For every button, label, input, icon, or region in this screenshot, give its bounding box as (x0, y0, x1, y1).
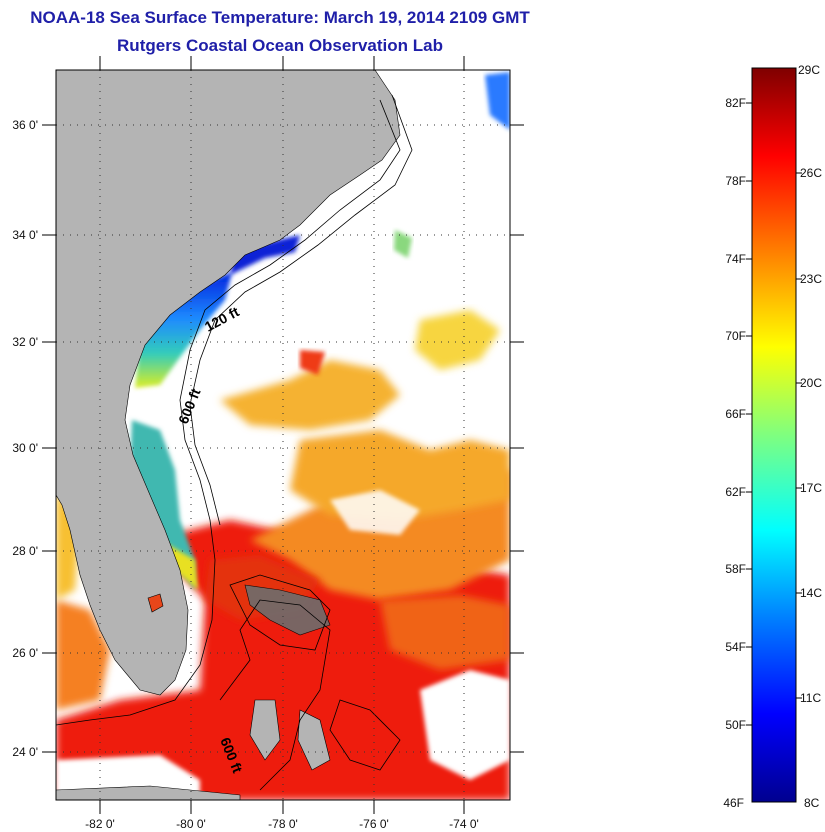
colorbar-c-label-17: 17C (800, 481, 822, 495)
lat-label-26: 26 0' (12, 646, 38, 660)
us-mainland-land (56, 70, 401, 696)
map-plot-area: 120 ft 600 ft 600 ft (56, 70, 510, 800)
map-title: NOAA-18 Sea Surface Temperature: March 1… (30, 8, 530, 27)
lake-okeechobee (147, 593, 164, 613)
colorbar-c-label-29: 29C (798, 63, 820, 77)
lon-label-80: -80 0' (176, 817, 206, 831)
colorbar-c-label-20: 20C (800, 376, 822, 390)
bahamas-island-cay (297, 709, 331, 771)
colorbar-ticks (746, 102, 802, 726)
colorbar-f-label-50: 50F (725, 718, 746, 732)
bahamas-bank-north (244, 584, 331, 636)
colorbar-c-label-23: 23C (800, 272, 822, 286)
lon-label-78: -78 0' (268, 817, 298, 831)
colorbar-c-label-26: 26C (800, 166, 822, 180)
sst-field (56, 72, 510, 800)
graticule (56, 70, 510, 800)
lat-label-32: 32 0' (12, 335, 38, 349)
colorbar-f-label-66: 66F (725, 407, 746, 421)
colorbar-c-label-11: 11C (800, 691, 821, 705)
land (56, 70, 401, 800)
colorbar-f-label-74: 74F (725, 252, 746, 266)
lat-label-34: 34 0' (12, 228, 38, 242)
longitude-labels: -82 0' -80 0' -78 0' -76 0' -74 0' (85, 817, 479, 831)
lon-label-74: -74 0' (449, 817, 479, 831)
latitude-labels: 36 0' 34 0' 32 0' 30 0' 28 0' 26 0' 24 0… (12, 118, 38, 759)
lat-label-30: 30 0' (12, 441, 38, 455)
temperature-colorbar: 82F 78F 74F 70F 66F 62F 58F 54F 50F 46F … (723, 63, 822, 810)
map-subtitle: Rutgers Coastal Ocean Observation Lab (117, 36, 443, 55)
axis-ticks (42, 56, 524, 814)
colorbar-gradient (751, 67, 797, 803)
lon-label-82: -82 0' (85, 817, 115, 831)
colorbar-f-label-58: 58F (725, 562, 746, 576)
colorbar-f-label-82: 82F (725, 96, 746, 110)
bahamas-island-andros (249, 699, 281, 761)
bathymetry-contours (56, 94, 413, 791)
colorbar-f-label-62: 62F (725, 485, 746, 499)
colorbar-f-label-54: 54F (725, 640, 746, 654)
colorbar-f-label-46: 46F (723, 796, 744, 810)
colorbar-f-label-78: 78F (725, 174, 746, 188)
lat-label-36: 36 0' (12, 118, 38, 132)
lon-label-76: -76 0' (359, 817, 389, 831)
colorbar-c-label-8: 8C (804, 796, 820, 810)
colorbar-f-label-70: 70F (725, 329, 746, 343)
cuba-land (56, 785, 241, 800)
lat-label-28: 28 0' (12, 544, 38, 558)
lat-label-24: 24 0' (12, 745, 38, 759)
colorbar-c-label-14: 14C (800, 586, 822, 600)
